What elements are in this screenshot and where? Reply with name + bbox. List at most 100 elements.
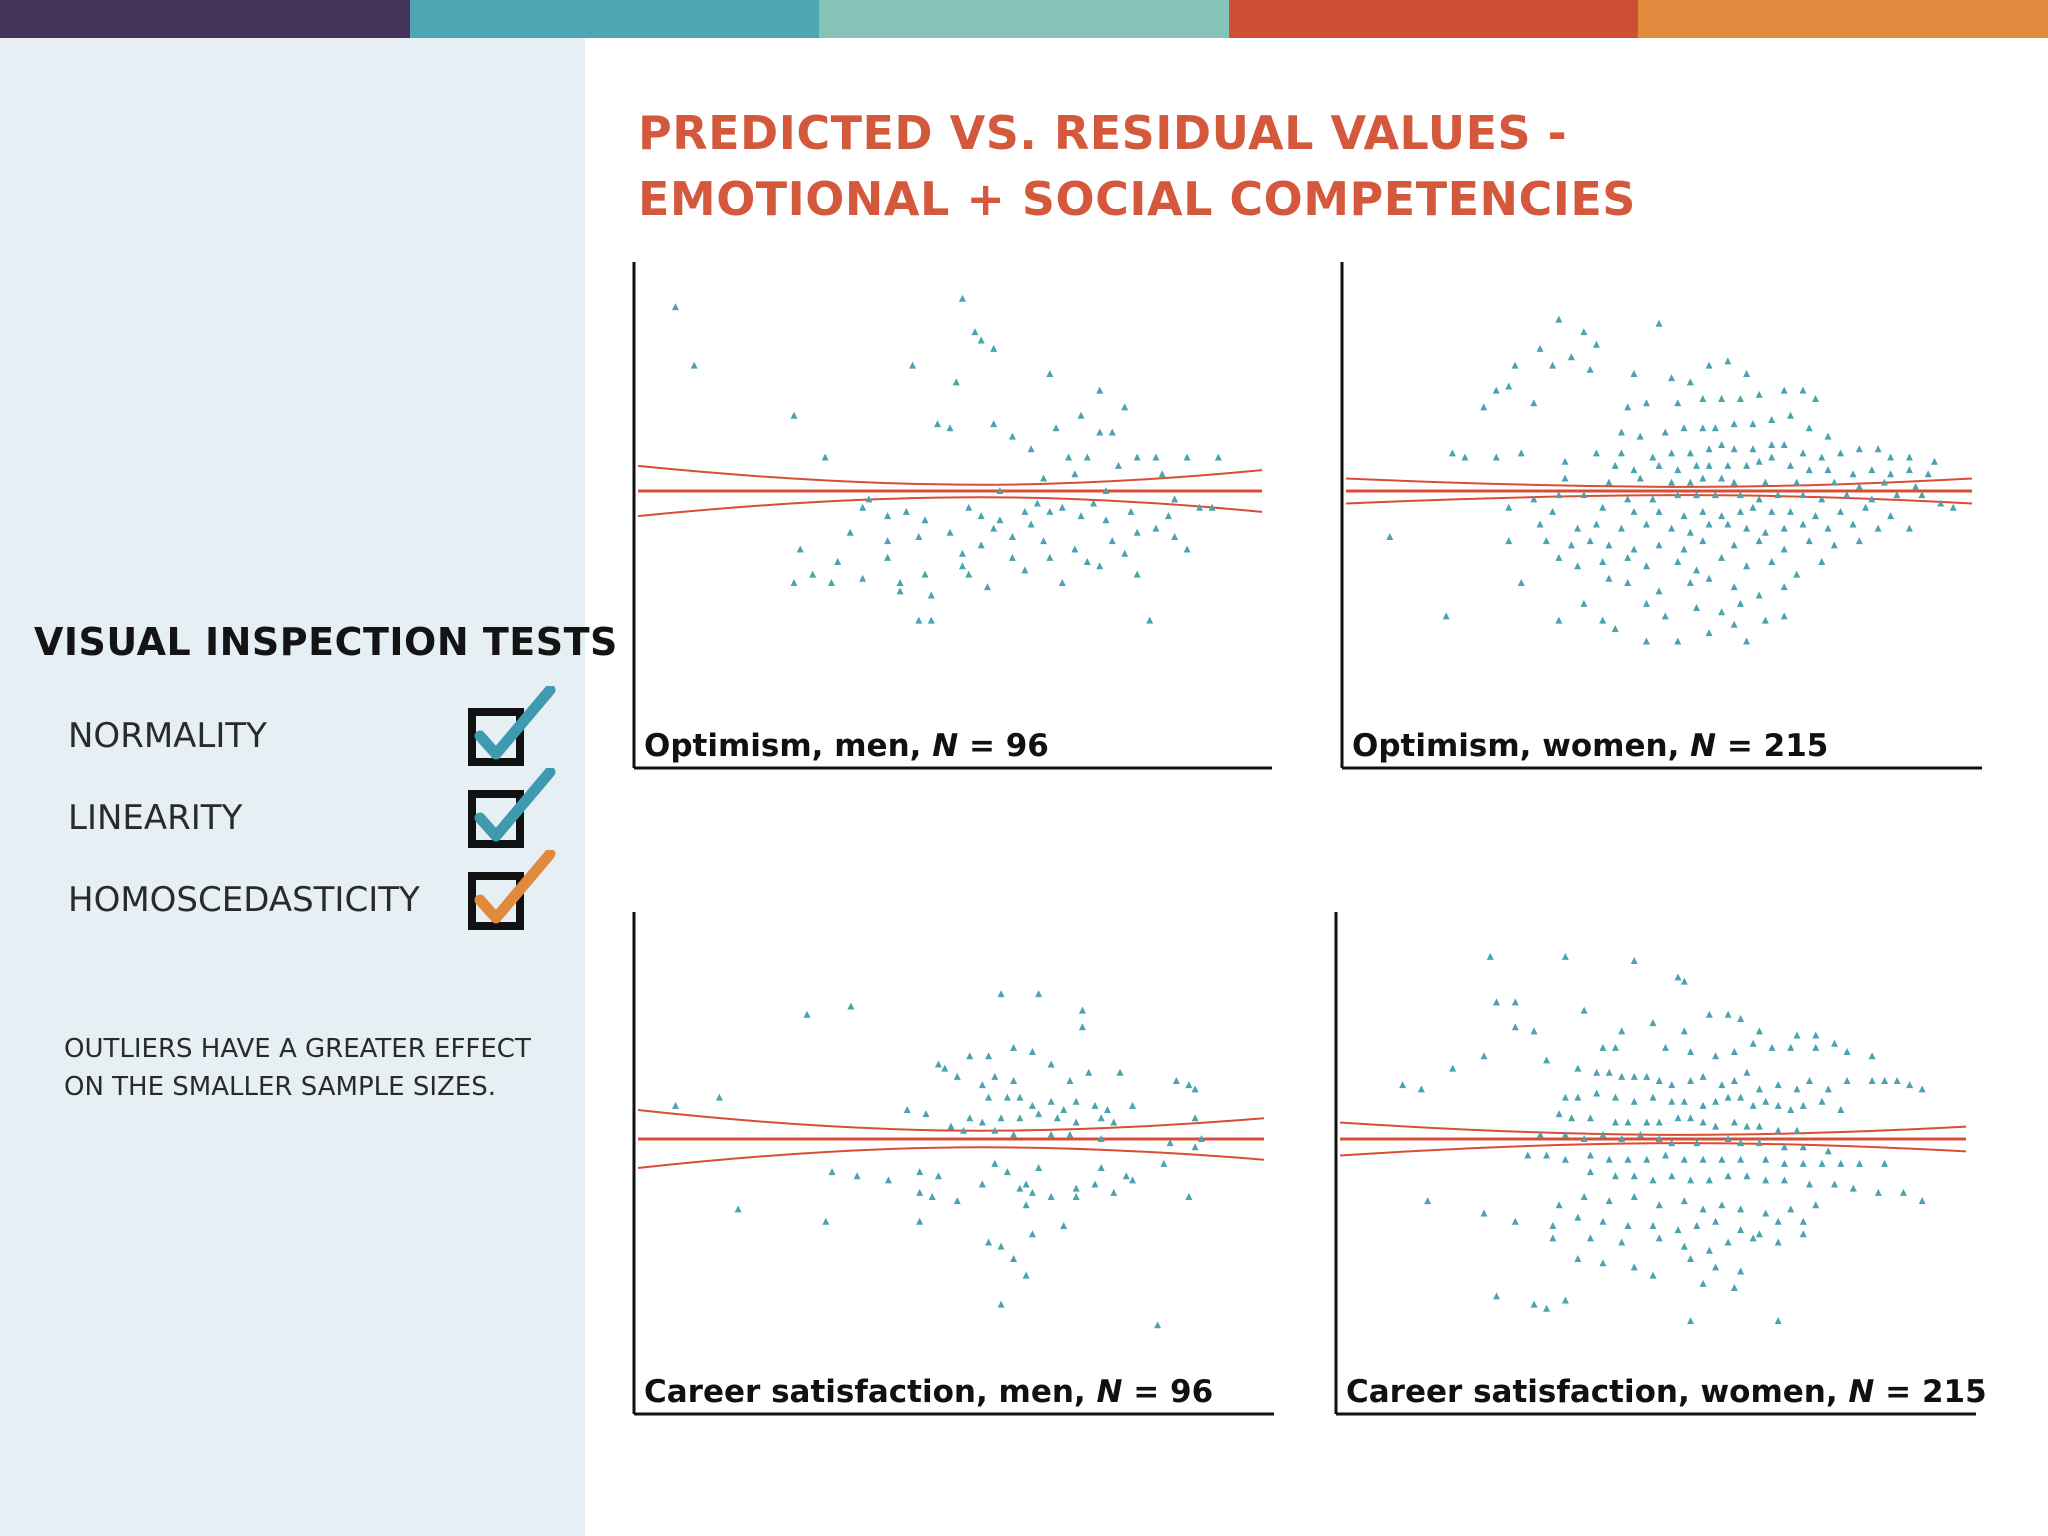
data-point (1693, 1221, 1701, 1229)
data-point (997, 1242, 1005, 1250)
data-point (1630, 1172, 1638, 1180)
data-point (1780, 583, 1788, 591)
data-point (1761, 478, 1769, 486)
data-point (1561, 1155, 1569, 1163)
data-point (1855, 537, 1863, 545)
data-point (1755, 495, 1763, 503)
label-prefix: Career satisfaction, men, (644, 1374, 1097, 1410)
data-point (1762, 1209, 1770, 1217)
left-sidebar (0, 38, 585, 1536)
data-point (1611, 1118, 1619, 1126)
data-point (934, 1060, 942, 1068)
data-point (1799, 1217, 1807, 1225)
data-point (1618, 1072, 1626, 1080)
data-point (1110, 1118, 1118, 1126)
data-point (1160, 1159, 1168, 1167)
data-point (1016, 1184, 1024, 1192)
data-point (1799, 1159, 1807, 1167)
data-point (1736, 395, 1744, 403)
data-point (1743, 1068, 1751, 1076)
page-title: PREDICTED VS. RESIDUAL VALUES - EMOTIONA… (638, 100, 1636, 232)
data-point (946, 528, 954, 536)
data-point (1185, 1192, 1193, 1200)
data-point (1655, 587, 1663, 595)
data-point (1624, 403, 1632, 411)
data-point (990, 420, 998, 428)
data-point (1768, 1043, 1776, 1051)
data-point (1687, 1048, 1695, 1056)
confidence-band-upper (1339, 1121, 1967, 1136)
data-point (1818, 558, 1826, 566)
data-point (1812, 395, 1819, 403)
data-point (1010, 1043, 1018, 1051)
data-point (1724, 1010, 1732, 1018)
data-point (1090, 499, 1098, 507)
data-point (978, 1180, 986, 1188)
data-point (1191, 1143, 1199, 1151)
data-point (1793, 1085, 1801, 1093)
data-point (1027, 445, 1035, 453)
data-point (1712, 1097, 1720, 1105)
data-point (1549, 1234, 1557, 1242)
data-point (846, 528, 854, 536)
data-point (1066, 1077, 1074, 1085)
scatter-plot (632, 912, 1274, 1416)
data-point (1862, 503, 1870, 511)
data-point (1133, 453, 1141, 461)
data-point (1154, 1321, 1162, 1329)
data-point (1108, 537, 1116, 545)
data-point (1686, 478, 1694, 486)
data-point (1793, 478, 1801, 486)
data-point (1755, 591, 1763, 599)
data-point (1611, 1043, 1619, 1051)
data-point (960, 1126, 968, 1134)
data-point (1768, 507, 1776, 515)
data-point (1712, 1122, 1720, 1130)
data-point (1674, 1114, 1682, 1122)
data-point (1837, 449, 1845, 457)
data-point (1686, 578, 1694, 586)
data-point (934, 420, 942, 428)
data-point (978, 1081, 986, 1089)
data-point (1649, 495, 1657, 503)
data-point (1493, 998, 1500, 1006)
data-point (1580, 599, 1588, 607)
scatter-plot (1340, 262, 1982, 770)
data-point (1881, 1077, 1889, 1085)
data-point (1687, 1255, 1695, 1263)
data-point (1736, 507, 1744, 515)
data-point (1880, 478, 1888, 486)
data-point (1461, 453, 1469, 461)
data-point (1574, 1093, 1582, 1101)
data-point (1567, 541, 1575, 549)
data-point (971, 328, 979, 336)
data-point (1493, 1292, 1500, 1300)
data-point (1649, 453, 1657, 461)
data-point (1065, 453, 1073, 461)
data-point (1705, 361, 1713, 369)
data-point (1693, 566, 1701, 574)
data-point (834, 558, 842, 566)
data-point (796, 545, 804, 553)
data-point (1674, 466, 1682, 474)
data-point (1561, 1093, 1569, 1101)
data-point (1755, 1122, 1763, 1130)
data-point (1091, 1101, 1099, 1109)
data-point (1799, 449, 1807, 457)
data-point (1630, 466, 1638, 474)
data-point (916, 1168, 924, 1176)
data-point (916, 1217, 924, 1225)
data-point (1611, 461, 1619, 469)
data-point (1737, 1014, 1745, 1022)
data-point (1010, 1077, 1018, 1085)
data-point (1711, 491, 1719, 499)
data-point (1736, 599, 1744, 607)
data-point (997, 990, 1005, 998)
data-point (1799, 1143, 1807, 1151)
data-point (896, 578, 904, 586)
data-point (1555, 315, 1563, 323)
data-point (1448, 449, 1456, 457)
data-point (1021, 566, 1029, 574)
data-point (1605, 574, 1613, 582)
data-point (1881, 1159, 1889, 1167)
